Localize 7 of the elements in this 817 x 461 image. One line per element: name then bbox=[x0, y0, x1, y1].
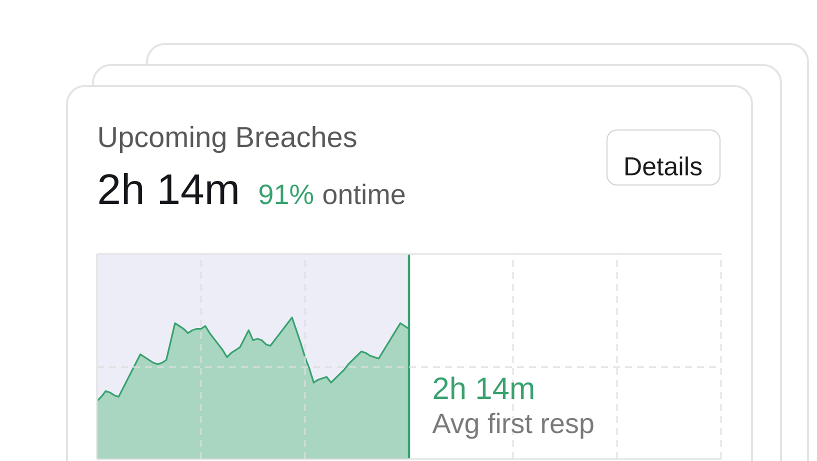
annotation: Avg first resp bbox=[432, 412, 594, 439]
annotation: 2h 14m bbox=[434, 376, 534, 399]
chart-subtitle: 2h 14m bbox=[99, 172, 238, 204]
text: ontime bbox=[323, 184, 405, 204]
text: 91% bbox=[260, 184, 314, 204]
chart-title: Upcoming Breaches bbox=[99, 126, 356, 153]
text: Details bbox=[626, 156, 702, 176]
